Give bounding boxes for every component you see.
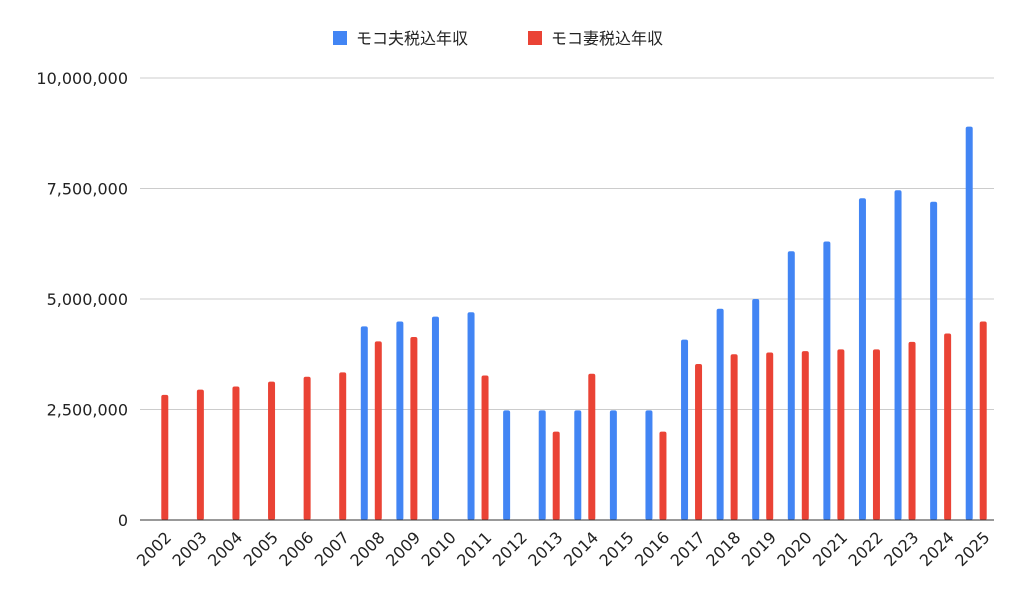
bar-husband-2018 bbox=[716, 308, 724, 520]
x-tick-label-2015: 2015 bbox=[595, 528, 637, 570]
bar-wife-2006 bbox=[303, 376, 311, 520]
bar-husband-2020 bbox=[787, 251, 795, 520]
bar-wife-2013 bbox=[552, 431, 560, 520]
bar-husband-2016 bbox=[645, 410, 653, 520]
x-tick-label-2006: 2006 bbox=[275, 528, 317, 570]
x-tick-label-2003: 2003 bbox=[168, 528, 210, 570]
bar-husband-2022 bbox=[858, 198, 866, 520]
bar-wife-2008 bbox=[374, 341, 382, 520]
bar-husband-2011 bbox=[467, 312, 475, 520]
x-tick-label-2010: 2010 bbox=[418, 528, 460, 570]
bar-husband-2025 bbox=[965, 126, 973, 521]
bar-wife-2017 bbox=[695, 363, 703, 520]
y-tick-label-2: 5,000,000 bbox=[47, 290, 128, 309]
x-tick-label-2021: 2021 bbox=[809, 528, 851, 570]
x-tick-label-2019: 2019 bbox=[738, 528, 780, 570]
x-tick-label-2020: 2020 bbox=[773, 528, 815, 570]
bar-husband-2012 bbox=[503, 410, 511, 520]
bar-wife-2024 bbox=[944, 333, 952, 520]
bar-wife-2021 bbox=[837, 349, 845, 520]
x-tick-label-2007: 2007 bbox=[311, 528, 353, 570]
y-tick-label-0: 0 bbox=[118, 511, 128, 530]
x-tick-label-2013: 2013 bbox=[524, 528, 566, 570]
bar-husband-2019 bbox=[752, 299, 760, 520]
bar-wife-2004 bbox=[232, 386, 240, 520]
x-tick-label-2014: 2014 bbox=[560, 528, 602, 570]
bar-husband-2015 bbox=[609, 410, 617, 520]
x-tick-label-2022: 2022 bbox=[845, 528, 887, 570]
bar-wife-2014 bbox=[588, 373, 596, 520]
x-tick-label-2017: 2017 bbox=[667, 528, 709, 570]
x-tick-label-2005: 2005 bbox=[240, 528, 282, 570]
y-tick-label-1: 2,500,000 bbox=[47, 401, 128, 420]
bar-husband-2021 bbox=[823, 241, 831, 521]
bar-wife-2020 bbox=[801, 351, 809, 520]
bar-husband-2013 bbox=[538, 410, 546, 520]
gridlines bbox=[140, 77, 994, 410]
bars bbox=[161, 126, 987, 521]
legend-label-2: モコ妻税込年収 bbox=[551, 29, 663, 48]
x-tick-label-2009: 2009 bbox=[382, 528, 424, 570]
bar-wife-2023 bbox=[908, 341, 916, 520]
bar-husband-2009 bbox=[396, 321, 404, 520]
bar-wife-2009 bbox=[410, 337, 418, 520]
x-tick-label-2011: 2011 bbox=[453, 528, 495, 570]
legend-swatch-1 bbox=[333, 31, 347, 45]
x-tick-label-2024: 2024 bbox=[916, 528, 958, 570]
bar-husband-2024 bbox=[930, 201, 938, 520]
bar-wife-2007 bbox=[339, 372, 347, 520]
bar-wife-2005 bbox=[268, 381, 276, 520]
x-tick-label-2004: 2004 bbox=[204, 528, 246, 570]
bar-wife-2002 bbox=[161, 394, 169, 520]
bar-wife-2011 bbox=[481, 375, 489, 520]
x-tick-label-2025: 2025 bbox=[951, 528, 993, 570]
bar-husband-2008 bbox=[360, 326, 368, 520]
bar-wife-2016 bbox=[659, 431, 667, 520]
bar-wife-2025 bbox=[979, 321, 987, 520]
legend: モコ夫税込年収 モコ妻税込年収 bbox=[333, 29, 663, 48]
y-axis-labels: 0 2,500,000 5,000,000 7,500,000 10,000,000 bbox=[36, 69, 128, 530]
y-tick-label-3: 7,500,000 bbox=[47, 180, 128, 199]
legend-swatch-2 bbox=[528, 31, 542, 45]
bar-husband-2010 bbox=[431, 316, 439, 520]
x-tick-label-2008: 2008 bbox=[346, 528, 388, 570]
legend-label-1: モコ夫税込年収 bbox=[356, 29, 468, 48]
x-tick-label-2023: 2023 bbox=[880, 528, 922, 570]
x-tick-label-2012: 2012 bbox=[489, 528, 531, 570]
x-axis-labels: 2002200320042005200620072008200920102011… bbox=[133, 528, 994, 570]
x-tick-label-2018: 2018 bbox=[702, 528, 744, 570]
x-tick-label-2002: 2002 bbox=[133, 528, 175, 570]
bar-husband-2017 bbox=[681, 339, 689, 520]
y-tick-label-4: 10,000,000 bbox=[36, 69, 128, 88]
bar-husband-2023 bbox=[894, 190, 902, 520]
bar-wife-2018 bbox=[730, 354, 738, 520]
bar-husband-2014 bbox=[574, 410, 582, 520]
bar-wife-2003 bbox=[196, 389, 204, 520]
x-tick-label-2016: 2016 bbox=[631, 528, 673, 570]
bar-wife-2022 bbox=[872, 349, 880, 520]
bar-wife-2019 bbox=[766, 352, 774, 520]
